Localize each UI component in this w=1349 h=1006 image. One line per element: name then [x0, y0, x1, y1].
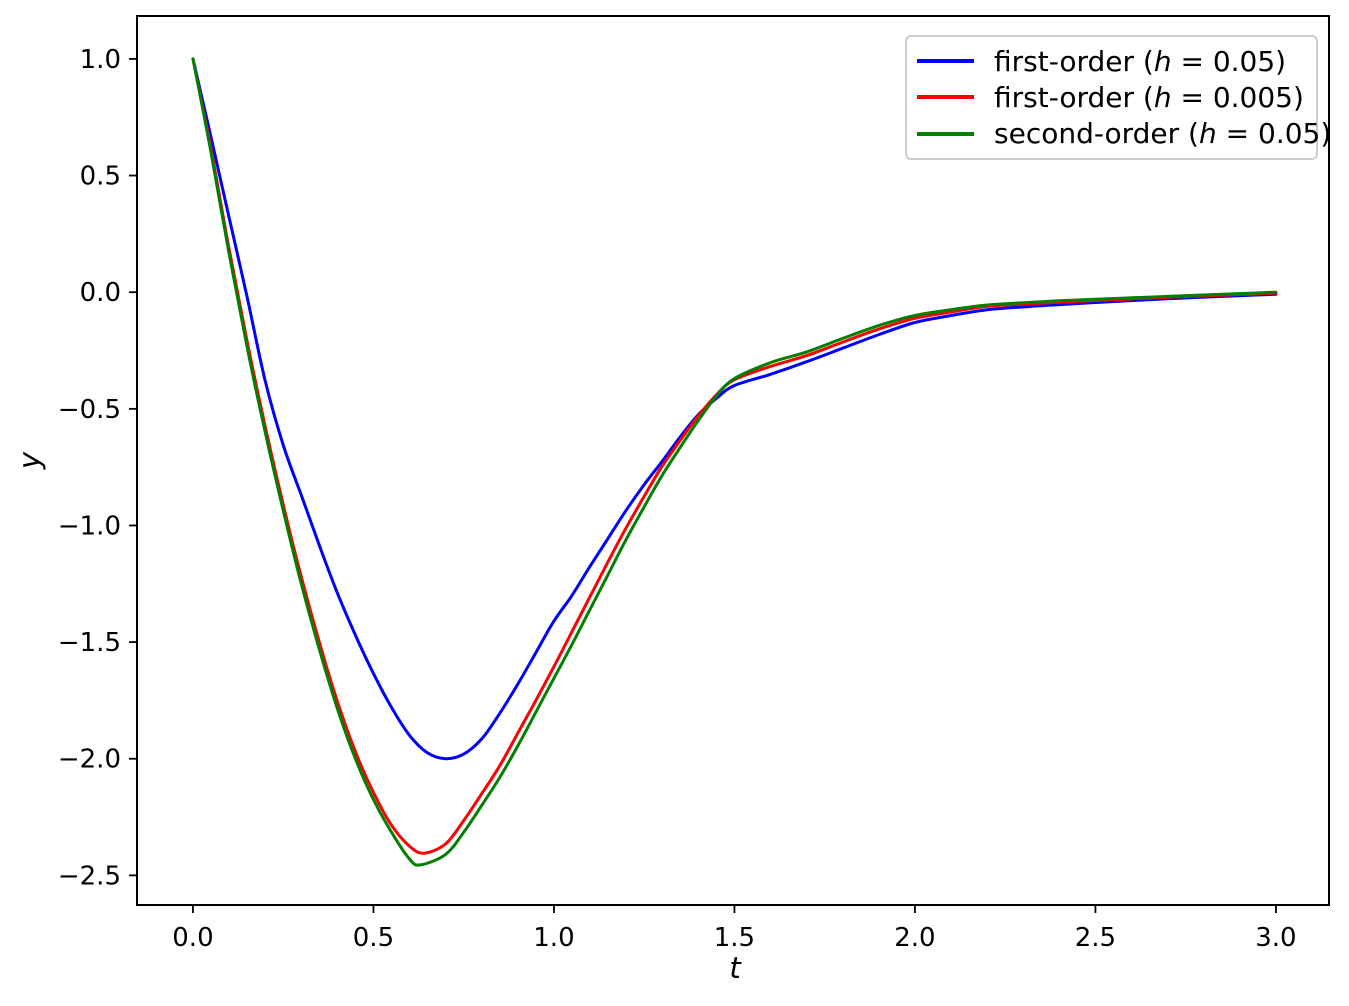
- plot-border: [136, 15, 1330, 906]
- legend-label-text: = 0.05): [1216, 117, 1332, 151]
- x-tick-label: 1.0: [533, 923, 574, 953]
- y-tick-label: 0.0: [80, 278, 121, 308]
- y-tick-label: −2.5: [58, 861, 121, 891]
- x-tick-label: 3.0: [1255, 923, 1296, 953]
- y-tick-label: 0.5: [80, 162, 121, 192]
- x-tick-label: 2.0: [894, 923, 935, 953]
- x-axis-label: t: [729, 951, 741, 985]
- legend-line-sample-blue-icon: [917, 59, 974, 64]
- legend-line-sample-green-icon: [917, 131, 974, 136]
- y-tick-label: −2.0: [58, 745, 121, 775]
- x-tick-label: 0.0: [172, 923, 213, 953]
- legend-item-second-order-h005: second-order (h = 0.05): [907, 116, 1331, 152]
- legend-label: second-order (h = 0.05): [994, 117, 1331, 150]
- y-tick-label: −1.0: [58, 511, 121, 541]
- series-line-0: [191, 57, 1278, 761]
- legend-line-sample-red-icon: [917, 95, 974, 100]
- x-tick-label: 2.5: [1075, 923, 1116, 953]
- x-tick-label: 1.5: [714, 923, 755, 953]
- legend-label-param: h: [1153, 44, 1172, 78]
- legend-label-text: = 0.005): [1171, 80, 1304, 114]
- series-line-1: [191, 57, 1278, 855]
- series-line-2: [191, 57, 1278, 867]
- y-tick-label: −0.5: [58, 395, 121, 425]
- legend-label-text: first-order (: [994, 44, 1154, 78]
- legend-label-param: h: [1198, 117, 1217, 151]
- legend: first-order (h = 0.05) first-order (h = …: [905, 35, 1331, 160]
- legend-label: first-order (h = 0.05): [994, 45, 1286, 78]
- legend-label-text: = 0.05): [1171, 44, 1287, 78]
- y-tick-label: −1.5: [58, 628, 121, 658]
- y-tick-label: 1.0: [80, 45, 121, 75]
- legend-item-first-order-h0005: first-order (h = 0.005): [907, 79, 1316, 115]
- legend-label-param: h: [1153, 80, 1172, 114]
- legend-label: first-order (h = 0.005): [994, 81, 1304, 114]
- legend-label-text: first-order (: [994, 80, 1154, 114]
- x-tick-label: 0.5: [353, 923, 394, 953]
- legend-label-text: second-order (: [994, 117, 1199, 151]
- legend-item-first-order-h005: first-order (h = 0.05): [907, 43, 1316, 79]
- y-axis-label: y: [12, 451, 47, 470]
